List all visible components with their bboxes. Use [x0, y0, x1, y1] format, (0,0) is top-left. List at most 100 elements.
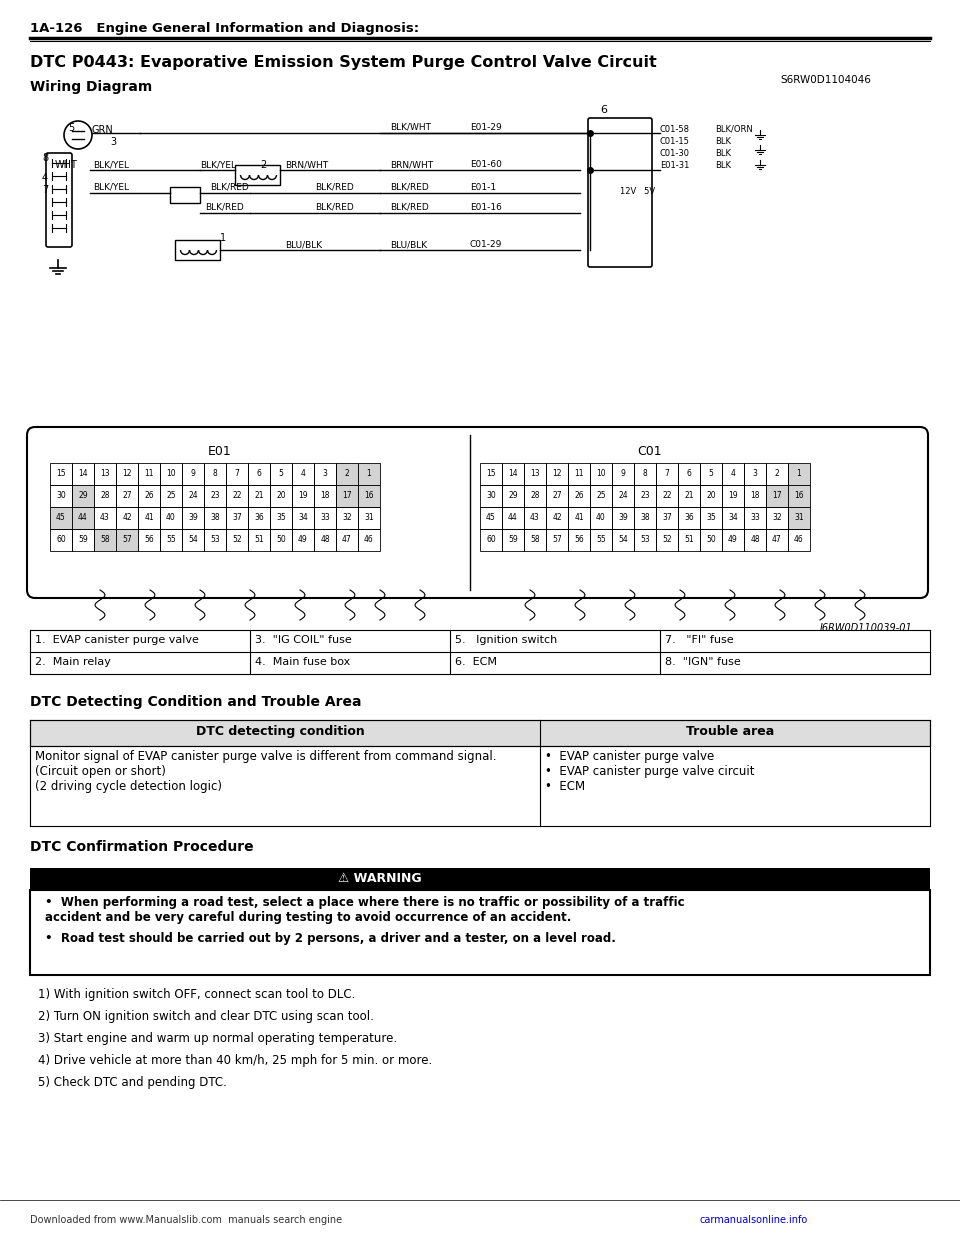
- Text: 53: 53: [640, 535, 650, 544]
- Text: BLU/BLK: BLU/BLK: [285, 240, 323, 248]
- Text: BLK: BLK: [715, 137, 731, 147]
- Bar: [568, 463, 590, 484]
- Bar: [358, 484, 380, 507]
- Bar: [50, 529, 72, 551]
- Bar: [94, 507, 116, 529]
- Text: 53: 53: [210, 535, 220, 544]
- Text: 38: 38: [210, 513, 220, 523]
- Bar: [358, 463, 380, 484]
- Bar: [116, 507, 138, 529]
- Text: E01-60: E01-60: [470, 160, 502, 169]
- Bar: [270, 507, 292, 529]
- Bar: [226, 484, 248, 507]
- Text: 56: 56: [574, 535, 584, 544]
- Text: 17: 17: [772, 492, 781, 501]
- Text: 4.  Main fuse box: 4. Main fuse box: [255, 657, 350, 667]
- Text: BLK: BLK: [715, 149, 731, 158]
- Text: C01-15: C01-15: [660, 137, 690, 147]
- Bar: [480, 529, 502, 551]
- Bar: [204, 529, 226, 551]
- Bar: [546, 463, 568, 484]
- Text: 36: 36: [684, 513, 694, 523]
- Text: 13: 13: [100, 469, 109, 478]
- Text: 25: 25: [596, 492, 606, 501]
- Bar: [634, 507, 656, 529]
- Text: 30: 30: [56, 492, 66, 501]
- Bar: [248, 463, 270, 484]
- Text: DTC detecting condition: DTC detecting condition: [196, 725, 365, 738]
- Text: 10: 10: [596, 469, 606, 478]
- Bar: [116, 463, 138, 484]
- Text: 47: 47: [342, 535, 352, 544]
- Text: 23: 23: [210, 492, 220, 501]
- Bar: [30, 720, 930, 746]
- Text: 16: 16: [364, 492, 373, 501]
- Text: BLK/RED: BLK/RED: [205, 202, 244, 212]
- Bar: [314, 463, 336, 484]
- Bar: [788, 484, 810, 507]
- Bar: [612, 529, 634, 551]
- Text: 5.   Ignition switch: 5. Ignition switch: [455, 635, 557, 645]
- Bar: [182, 529, 204, 551]
- Text: 12: 12: [122, 469, 132, 478]
- Text: 3: 3: [753, 469, 757, 478]
- Bar: [182, 484, 204, 507]
- Text: •  Road test should be carried out by 2 persons, a driver and a tester, on a lev: • Road test should be carried out by 2 p…: [45, 932, 616, 945]
- Bar: [72, 484, 94, 507]
- Bar: [336, 484, 358, 507]
- Text: 2: 2: [775, 469, 780, 478]
- Text: C01-29: C01-29: [470, 240, 502, 248]
- Text: 37: 37: [662, 513, 672, 523]
- Bar: [226, 507, 248, 529]
- Text: 58: 58: [530, 535, 540, 544]
- Text: 48: 48: [750, 535, 759, 544]
- Bar: [72, 529, 94, 551]
- Bar: [634, 484, 656, 507]
- Text: 5) Check DTC and pending DTC.: 5) Check DTC and pending DTC.: [38, 1076, 227, 1089]
- Bar: [722, 484, 744, 507]
- Bar: [546, 507, 568, 529]
- Bar: [744, 507, 766, 529]
- Bar: [700, 463, 722, 484]
- Text: 32: 32: [342, 513, 351, 523]
- Bar: [270, 484, 292, 507]
- Text: 15: 15: [57, 469, 66, 478]
- Bar: [182, 463, 204, 484]
- Text: 4) Drive vehicle at more than 40 km/h, 25 mph for 5 min. or more.: 4) Drive vehicle at more than 40 km/h, 2…: [38, 1054, 432, 1067]
- Text: 4: 4: [731, 469, 735, 478]
- Bar: [292, 463, 314, 484]
- Text: WHT: WHT: [55, 160, 78, 170]
- Text: BLK/RED: BLK/RED: [315, 202, 353, 212]
- Bar: [480, 484, 502, 507]
- Text: 31: 31: [364, 513, 373, 523]
- Bar: [235, 165, 280, 185]
- Text: 29: 29: [78, 492, 87, 501]
- Text: 42: 42: [552, 513, 562, 523]
- Text: 30: 30: [486, 492, 496, 501]
- Text: 20: 20: [707, 492, 716, 501]
- Bar: [546, 484, 568, 507]
- Text: 42: 42: [122, 513, 132, 523]
- Text: 55: 55: [596, 535, 606, 544]
- Bar: [30, 891, 930, 975]
- Text: 2) Turn ON ignition switch and clear DTC using scan tool.: 2) Turn ON ignition switch and clear DTC…: [38, 1010, 373, 1023]
- Text: E01-16: E01-16: [470, 202, 502, 212]
- Bar: [634, 463, 656, 484]
- Text: BLK/ORN: BLK/ORN: [715, 125, 753, 134]
- Text: 39: 39: [618, 513, 628, 523]
- Bar: [94, 484, 116, 507]
- Text: BLK/YEL: BLK/YEL: [93, 183, 129, 193]
- Text: 5: 5: [278, 469, 283, 478]
- Bar: [138, 463, 160, 484]
- Text: 59: 59: [78, 535, 88, 544]
- Text: BLU/BLK: BLU/BLK: [390, 240, 427, 248]
- Text: 18: 18: [751, 492, 759, 501]
- Bar: [788, 463, 810, 484]
- Text: 7: 7: [664, 469, 669, 478]
- Text: 8.  "IGN" fuse: 8. "IGN" fuse: [665, 657, 741, 667]
- Bar: [138, 484, 160, 507]
- Text: 52: 52: [232, 535, 242, 544]
- Text: 1A-126   Engine General Information and Diagnosis:: 1A-126 Engine General Information and Di…: [30, 22, 420, 35]
- Text: 50: 50: [276, 535, 286, 544]
- Text: 14: 14: [508, 469, 517, 478]
